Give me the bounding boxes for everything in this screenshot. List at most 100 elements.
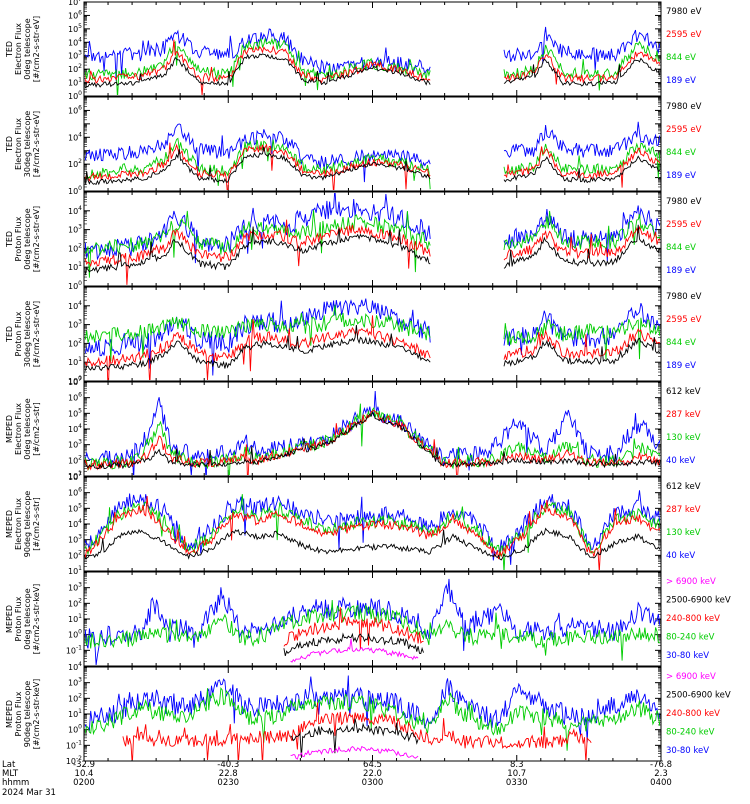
y-axis-label-line: 90deg telescope (23, 491, 32, 558)
ephemeris-value: 0230 (217, 778, 239, 788)
y-axis-label-line: Electron Flux (14, 23, 23, 75)
ephemeris-value: 0300 (362, 778, 384, 788)
legend-entry: 189 eV (666, 266, 696, 276)
legend-entry: 2595 eV (666, 315, 702, 325)
series-line (85, 409, 660, 475)
series-line (85, 315, 660, 380)
y-tick-label: 100 (68, 185, 82, 196)
date-label: 2024 Mar 31 (2, 788, 56, 798)
y-tick-label: 106 (68, 392, 82, 403)
y-tick-label: 102 (68, 597, 82, 608)
y-tick-label: 105 (68, 407, 82, 418)
series-line (85, 39, 660, 95)
series-line (85, 146, 660, 186)
y-tick-label: 100 (68, 375, 82, 386)
y-axis-label-line: MEPED (5, 415, 14, 443)
legend-entry: 240-800 keV (666, 709, 720, 719)
legend-entry: 844 eV (666, 338, 696, 348)
legend-entry: 287 keV (666, 505, 701, 515)
trace-group (85, 390, 660, 475)
series-line (85, 527, 660, 561)
y-tick-label: 103 (68, 319, 82, 330)
y-axis-label-line: Proton Flux (14, 691, 23, 736)
y-tick-label: 101 (68, 613, 82, 624)
y-tick-label: 104 (68, 661, 82, 672)
y-axis-label: TEDProton Flux30deg telescope[#/cm2-s-st… (5, 301, 41, 368)
legend-entry: > 6900 keV (666, 577, 716, 587)
y-axis-label: MEPEDElectron Flux90deg telescope[#/cm2-… (5, 491, 41, 558)
legend-entry: 240-800 keV (666, 614, 720, 624)
y-axis-label-line: MEPED (5, 510, 14, 538)
series-line (85, 224, 660, 276)
y-axis-label-line: Proton Flux (14, 596, 23, 641)
y-tick-label: 106 (68, 9, 82, 20)
series-line (85, 298, 660, 376)
series-line (85, 193, 660, 264)
y-axis-label-line: [#/cm2-s-str-eV] (32, 301, 41, 367)
legend-entry: 130 keV (666, 433, 701, 443)
y-axis-label-line: TED (5, 136, 14, 153)
legend-entry: 2595 eV (666, 125, 702, 135)
y-axis-label-line: MEPED (5, 700, 14, 728)
y-tick-label: 103 (68, 677, 82, 688)
series-line (85, 687, 660, 751)
y-axis-label-line: Proton Flux (14, 311, 23, 356)
legend-entry: 612 keV (666, 482, 701, 492)
series-line (290, 638, 419, 663)
y-tick-label: 107 (68, 471, 82, 482)
legend-entry: > 6900 keV (666, 672, 716, 682)
y-axis-label-line: TED (5, 41, 14, 58)
legend-entry: 2595 eV (666, 30, 702, 40)
series-line (85, 137, 660, 190)
y-axis-label-line: [#/cm2-s-str-keV] (32, 584, 41, 655)
series-line (85, 494, 660, 570)
ephemeris-value: 0400 (650, 778, 672, 788)
y-axis-label-line: [#/cm2-s-str] (32, 497, 41, 550)
series-line (283, 607, 424, 650)
y-tick-label: 101 (68, 565, 82, 576)
y-axis-label-line: TED (5, 231, 14, 248)
y-axis-label: MEPEDProton Flux90deg telescope[#/cm2-s-… (5, 679, 41, 750)
legend-entry: 40 keV (666, 456, 695, 466)
panel-1: 100 101 102 103 104 105 106 107 TEDElectron Flux… (5, 0, 702, 101)
series-line (85, 324, 660, 372)
y-tick-label: 102 (68, 63, 82, 74)
y-tick-label: 102 (68, 454, 82, 465)
y-axis-label-line: Proton Flux (14, 216, 23, 261)
ephemeris-value: 0200 (73, 778, 95, 788)
y-tick-label: 104 (68, 131, 82, 142)
legend-entry: 7980 eV (666, 197, 702, 207)
series-line (85, 121, 660, 183)
panel-3: 100 101 102 103 104 TEDProton Flux0deg telesc… (5, 191, 702, 291)
y-tick-label: 103 (68, 582, 82, 593)
y-axis-label: TEDElectron Flux0deg telescope[#/cm2-s-s… (5, 16, 41, 82)
ephemeris-value: 64.5 (363, 760, 382, 770)
y-tick-label: 104 (68, 518, 82, 529)
y-axis-label-line: [#/cm2-s-str] (32, 402, 41, 455)
series-line (290, 718, 419, 758)
y-axis-label-line: 0deg telescope (23, 18, 32, 79)
series-line (85, 304, 660, 362)
y-tick-label: 102 (68, 692, 82, 703)
ephemeris-row-label: MLT (2, 769, 19, 779)
legend-entry: 844 eV (666, 53, 696, 63)
ephemeris-value: 8.3 (510, 760, 524, 770)
y-tick-label: 10-1 (66, 644, 82, 655)
ephemeris-value: -40.3 (217, 760, 239, 770)
ephemeris-value: -76.8 (650, 760, 672, 770)
panel-4: 100 101 102 103 104 TEDProton Flux30deg teles… (5, 286, 702, 386)
y-tick-label: 101 (68, 708, 82, 719)
y-tick-label: 103 (68, 534, 82, 545)
series-line (85, 26, 660, 82)
legend-entry: 844 eV (666, 243, 696, 253)
y-tick-label: 100 (68, 724, 82, 735)
panel-7: 10-1 100 101 102 103 MEPEDProton Flux0deg tel… (5, 571, 731, 667)
series-line (85, 219, 660, 285)
panel-8: 10-2 10-1 100 101 102 103 104 MEPEDProton Flux9… (5, 661, 731, 766)
series-line (85, 578, 660, 665)
y-tick-label: 103 (68, 439, 82, 450)
trace-group (85, 121, 660, 190)
panel-frame (83, 96, 662, 192)
y-axis-label-line: [#/cm2-s-str-keV] (32, 679, 41, 750)
